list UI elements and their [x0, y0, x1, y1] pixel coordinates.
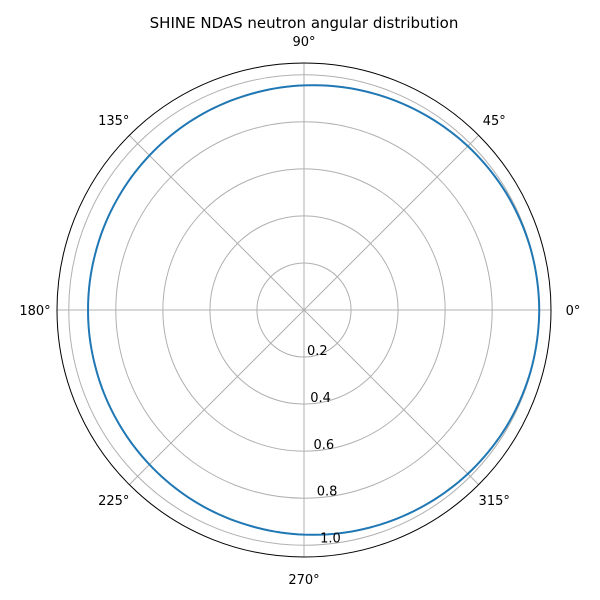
angular-gridline-1 — [303, 134, 480, 311]
angle-tick-label-3: 135° — [98, 114, 129, 129]
angle-tick-label-7: 315° — [479, 494, 510, 509]
grid-layer — [56, 62, 552, 558]
radial-tick-label-4: 1.0 — [320, 532, 341, 547]
radial-tick-label-2: 0.6 — [314, 438, 335, 453]
radial-tick-label-1: 0.4 — [310, 391, 331, 406]
chart-title: SHINE NDAS neutron angular distribution — [150, 14, 459, 32]
radial-tick-label-3: 0.8 — [317, 485, 338, 500]
label-layer: 0° 45° 90° 135° 180° 225° 270° 315° 0.2 0.4 0.6 0.8… — [19, 35, 580, 588]
angular-gridline-3 — [128, 134, 305, 311]
radial-tick-label-0: 0.2 — [307, 344, 328, 359]
series-layer — [87, 84, 541, 536]
angular-gridline-5 — [128, 309, 305, 486]
polar-frame — [56, 62, 552, 558]
angular-gridline-7 — [303, 309, 480, 486]
angle-tick-label-6: 270° — [288, 573, 319, 588]
angle-tick-label-0: 0° — [566, 304, 581, 319]
series-line-0 — [87, 84, 541, 536]
angle-tick-label-5: 225° — [98, 494, 129, 509]
angle-tick-label-2: 90° — [292, 35, 315, 50]
angle-tick-label-1: 45° — [483, 114, 506, 129]
angle-tick-label-4: 180° — [19, 304, 50, 319]
